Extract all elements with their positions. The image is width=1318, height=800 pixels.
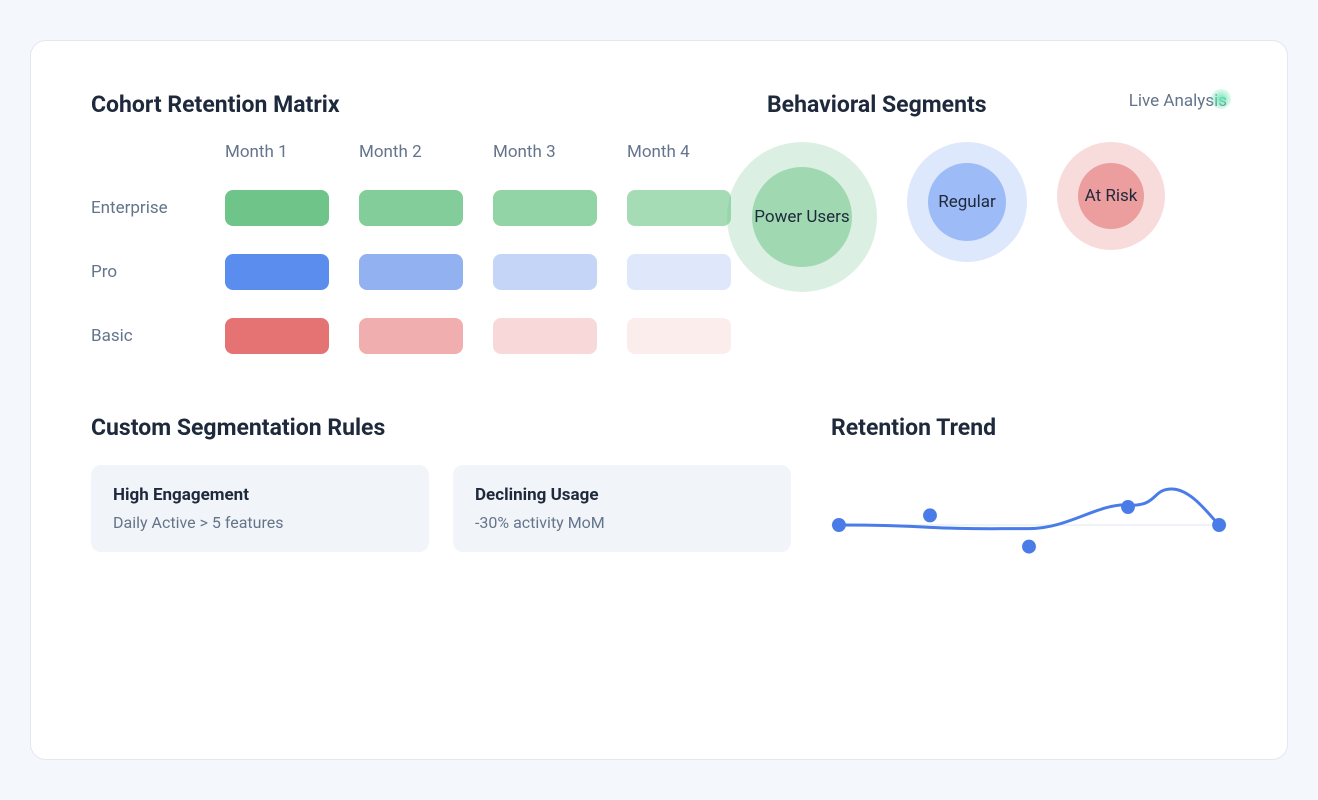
rule-card[interactable]: Declining Usage -30% activity MoM [453,465,791,552]
rules-grid: High Engagement Daily Active > 5 features… [91,465,791,552]
segment-bubbles: Power Users Regular At Risk [727,142,1227,292]
segment-bubble[interactable]: Regular [907,142,1027,262]
cohort-cell [225,254,329,290]
cohort-title: Cohort Retention Matrix [91,91,747,118]
rule-card-desc: Daily Active > 5 features [113,513,407,532]
cohort-cell [359,318,463,354]
cohort-col-header: Month 1 [225,142,345,162]
cohort-cell [627,254,731,290]
cohort-cell [225,190,329,226]
cohort-cell [493,318,597,354]
dashboard-card: Cohort Retention Matrix Month 1 Month 2 Mo… [30,40,1288,760]
cohort-section: Cohort Retention Matrix Month 1 Month 2 Mo… [91,91,747,354]
trend-point [832,518,846,532]
rule-card[interactable]: High Engagement Daily Active > 5 features [91,465,429,552]
cohort-cell [627,318,731,354]
trend-section: Retention Trend [831,414,1227,589]
cohort-row-label: Enterprise [91,198,211,218]
live-dot-icon [1211,89,1231,109]
cohort-row-label: Pro [91,262,211,282]
segment-bubble[interactable]: Power Users [727,142,877,292]
cohort-cell [359,254,463,290]
bubble-label: Regular [938,192,996,212]
cohort-cell [493,254,597,290]
cohort-row-label: Basic [91,326,211,346]
trend-point [1022,540,1036,554]
cohort-cell [627,190,731,226]
rules-title: Custom Segmentation Rules [91,414,791,441]
bubble-label: Power Users [754,207,849,227]
trend-line [839,489,1219,529]
segments-section: Behavioral Segments Live Analysis Power … [767,91,1227,354]
cohort-col-header: Month 3 [493,142,613,162]
segment-bubble[interactable]: At Risk [1057,142,1165,250]
cohort-cell [225,318,329,354]
live-analysis-badge: Live Analysis [1129,91,1227,111]
rule-card-title: Declining Usage [475,485,769,505]
top-row: Cohort Retention Matrix Month 1 Month 2 Mo… [91,91,1227,354]
cohort-matrix: Month 1Month 2Month 3Month 4EnterprisePr… [91,142,747,354]
trend-point [1121,500,1135,514]
cohort-cell [493,190,597,226]
trend-point [1212,518,1226,532]
cohort-cell [359,190,463,226]
cohort-col-header: Month 2 [359,142,479,162]
trend-title: Retention Trend [831,414,1227,441]
bottom-row: Custom Segmentation Rules High Engagemen… [91,414,1227,589]
retention-trend-chart [831,465,1227,585]
trend-point [923,508,937,522]
bubble-label: At Risk [1085,186,1138,206]
rule-card-desc: -30% activity MoM [475,513,769,532]
rules-section: Custom Segmentation Rules High Engagemen… [91,414,791,589]
rule-card-title: High Engagement [113,485,407,505]
